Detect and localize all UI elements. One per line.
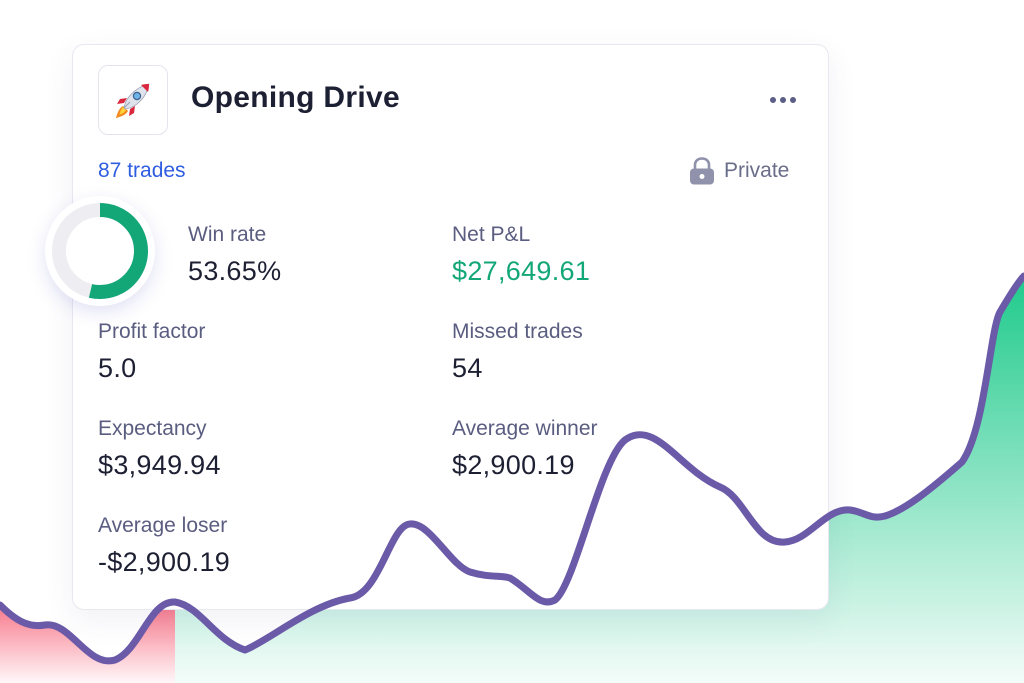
more-options-button[interactable] bbox=[763, 85, 803, 115]
visibility-status: Private bbox=[688, 156, 789, 186]
more-dot-icon bbox=[780, 97, 786, 103]
average-winner-value: $2,900.19 bbox=[452, 450, 575, 480]
strategy-title: Opening Drive bbox=[191, 81, 400, 114]
net-pnl-label: Net P&L bbox=[452, 223, 531, 246]
stat-net-pnl: Net P&L $27,649.61 bbox=[452, 223, 590, 287]
expectancy-label: Expectancy bbox=[98, 417, 207, 440]
more-dot-icon bbox=[770, 97, 776, 103]
lock-icon bbox=[690, 157, 714, 185]
stat-missed-trades: Missed trades 54 bbox=[452, 320, 583, 384]
rocket-icon bbox=[116, 83, 150, 118]
win-rate-donut bbox=[45, 196, 155, 306]
profit-factor-label: Profit factor bbox=[98, 320, 206, 343]
average-winner-label: Average winner bbox=[452, 417, 598, 440]
stat-average-loser: Average loser -$2,900.19 bbox=[98, 514, 230, 578]
average-loser-value: -$2,900.19 bbox=[98, 547, 231, 577]
visibility-label: Private bbox=[724, 159, 790, 182]
trades-count-link[interactable]: 87 trades bbox=[98, 159, 186, 182]
profit-factor-value: 5.0 bbox=[98, 353, 137, 383]
stat-win-rate: Win rate 53.65% bbox=[188, 223, 281, 287]
expectancy-value: $3,949.94 bbox=[98, 450, 221, 480]
more-dot-icon bbox=[790, 97, 796, 103]
missed-trades-value: 54 bbox=[452, 353, 483, 383]
stat-profit-factor: Profit factor 5.0 bbox=[98, 320, 205, 384]
win-rate-value: 53.65% bbox=[188, 256, 282, 286]
stat-average-winner: Average winner $2,900.19 bbox=[452, 417, 598, 481]
missed-trades-label: Missed trades bbox=[452, 320, 583, 343]
stat-expectancy: Expectancy $3,949.94 bbox=[98, 417, 221, 481]
win-rate-label: Win rate bbox=[188, 223, 267, 246]
strategy-card[interactable]: Opening Drive 87 trades Private Win rate… bbox=[72, 44, 829, 610]
net-pnl-value: $27,649.61 bbox=[452, 256, 591, 286]
strategy-logo bbox=[98, 65, 168, 135]
average-loser-label: Average loser bbox=[98, 514, 228, 537]
